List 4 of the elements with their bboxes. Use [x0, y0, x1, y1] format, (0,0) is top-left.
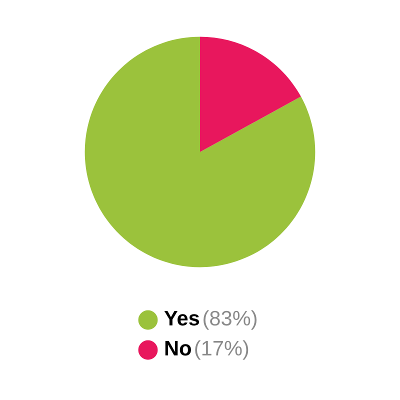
legend-label: No: [165, 341, 191, 356]
data-label: (17%): [195, 340, 248, 360]
legend-label: Yes: [164, 311, 200, 326]
data-label: (83%): [204, 310, 257, 330]
